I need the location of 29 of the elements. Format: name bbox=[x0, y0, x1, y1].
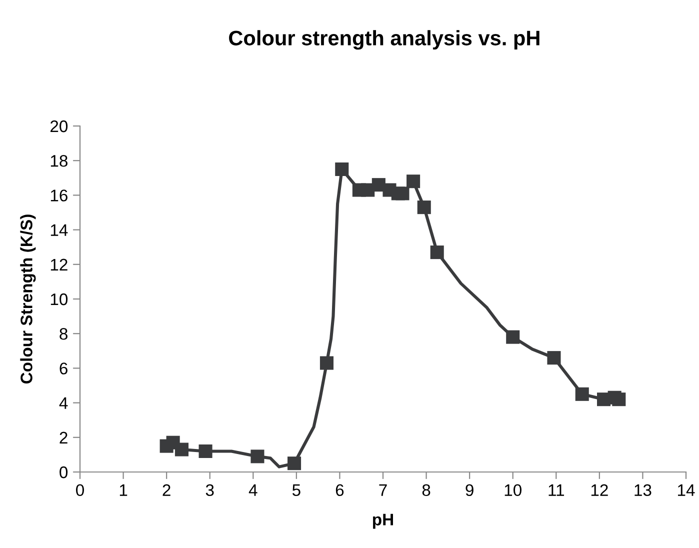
x-tick-label: 2 bbox=[162, 484, 170, 496]
y-tick-label: 8 bbox=[60, 328, 68, 340]
x-tick-label: 8 bbox=[422, 484, 430, 496]
y-tick-label: 6 bbox=[60, 362, 68, 374]
x-axis-title: pH bbox=[372, 514, 393, 529]
x-tick-label: 12 bbox=[591, 484, 608, 496]
x-tick-label: 14 bbox=[678, 484, 695, 496]
x-tick-label: 7 bbox=[379, 484, 387, 496]
x-tick-label: 10 bbox=[504, 484, 522, 496]
y-tick-label: 2 bbox=[60, 432, 68, 444]
y-tick-label: 14 bbox=[50, 224, 68, 236]
x-tick-label: 1 bbox=[120, 484, 128, 496]
y-tick-label: 16 bbox=[50, 190, 68, 202]
x-tick-label: 3 bbox=[206, 484, 214, 496]
y-tick-label: 4 bbox=[59, 397, 68, 409]
x-tick-label: 6 bbox=[336, 484, 344, 496]
x-tick-label: 4 bbox=[248, 484, 258, 496]
y-tick-label: 20 bbox=[50, 120, 68, 132]
y-tick-label: 0 bbox=[60, 466, 68, 478]
x-tick-label: 9 bbox=[466, 484, 474, 496]
x-tick-label: 5 bbox=[292, 484, 300, 496]
x-tick-label: 13 bbox=[634, 484, 652, 496]
x-tick-label: 0 bbox=[76, 484, 84, 496]
y-tick-label: 18 bbox=[50, 155, 68, 167]
y-tick-label: 10 bbox=[50, 293, 68, 306]
chart-title: Colour strength analysis vs. pH bbox=[229, 30, 540, 50]
x-tick-label: 11 bbox=[548, 484, 564, 496]
y-tick-label: 12 bbox=[50, 258, 68, 270]
y-axis-title: Colour Strength (K/S) bbox=[20, 214, 36, 384]
